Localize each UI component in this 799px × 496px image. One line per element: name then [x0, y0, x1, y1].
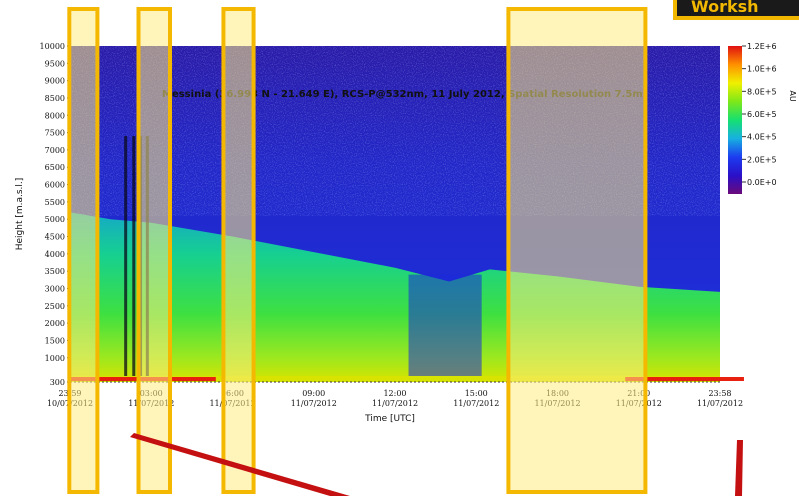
y-tick-label: 300 — [50, 378, 65, 387]
colorbar-tick-label: 1.2E+6 — [747, 42, 777, 51]
colorbar-ramp — [728, 46, 742, 194]
y-tick-label: 4000 — [45, 250, 65, 259]
dark-streak — [132, 136, 136, 382]
red-arrow-left — [130, 433, 350, 496]
y-axis-title: Height [m.a.s.l.] — [15, 178, 25, 251]
x-tick-time: 09:00 — [302, 389, 325, 398]
highlight-window — [136, 7, 173, 494]
x-tick-date: 11/07/2012 — [291, 399, 337, 408]
y-tick-label: 4500 — [45, 233, 65, 242]
y-axis: 300 1000 1500 2000 2500 3000 3500 4000 4500 5000 5… — [40, 42, 71, 387]
y-tick-label: 8500 — [45, 94, 65, 103]
y-tick-label: 1500 — [45, 336, 65, 345]
x-tick-time: 23:58 — [708, 389, 731, 398]
red-arrow-right — [735, 440, 743, 496]
colorbar-tick-label: 6.0E+5 — [747, 110, 777, 119]
colorbar-tick-label: 1.0E+6 — [747, 65, 777, 74]
colorbar-title: AU — [788, 90, 797, 101]
highlight-window — [506, 7, 648, 494]
y-tick-label: 7000 — [45, 146, 65, 155]
highlight-windows — [67, 7, 648, 494]
workshop-banner: Worksh — [673, 0, 799, 20]
highlight-window — [67, 7, 100, 494]
y-tick-label: 6500 — [45, 163, 65, 172]
x-tick-date: 11/07/2012 — [372, 399, 418, 408]
red-arrow-strokes — [130, 433, 743, 496]
highlight-window — [221, 7, 256, 494]
low-signal-region — [408, 274, 482, 382]
y-tick-label: 9500 — [45, 59, 65, 68]
y-tick-label: 6000 — [45, 181, 65, 190]
colorbar: 0.0E+0 2.0E+5 4.0E+5 6.0E+5 8.0E+5 1.0E+6 1.2E… — [728, 42, 797, 194]
ground-strong-signal — [625, 377, 744, 381]
x-axis-title: Time [UTC] — [364, 414, 415, 424]
y-tick-label: 5500 — [45, 198, 65, 207]
y-tick-label: 7500 — [45, 129, 65, 138]
y-tick-label: 3000 — [45, 284, 65, 293]
night-shade — [408, 274, 482, 382]
y-tick-label: 1000 — [45, 354, 65, 363]
y-tick-label: 9000 — [45, 77, 65, 86]
y-tick-label: 8000 — [45, 111, 65, 120]
y-tick-label: 2000 — [45, 319, 65, 328]
colorbar-tick-label: 4.0E+5 — [747, 133, 777, 142]
y-tick-label: 5000 — [45, 215, 65, 224]
chart-title: Messinia (36.993 N - 21.649 E), RCS-P@53… — [162, 89, 643, 100]
colorbar-tick-label: 0.0E+0 — [747, 178, 777, 187]
dark-streak — [124, 136, 128, 382]
y-tick-label: 2500 — [45, 302, 65, 311]
x-tick-time: 12:00 — [383, 389, 406, 398]
x-tick-date: 11/07/2012 — [453, 399, 499, 408]
x-tick-time: 15:00 — [465, 389, 488, 398]
near-ground-signal — [70, 376, 720, 382]
y-tick-label: 3500 — [45, 267, 65, 276]
colorbar-tick-label: 2.0E+5 — [747, 155, 777, 164]
y-tick-label: 10000 — [40, 42, 65, 51]
x-tick-date: 11/07/2012 — [697, 399, 743, 408]
colorbar-tick-label: 8.0E+5 — [747, 87, 777, 96]
